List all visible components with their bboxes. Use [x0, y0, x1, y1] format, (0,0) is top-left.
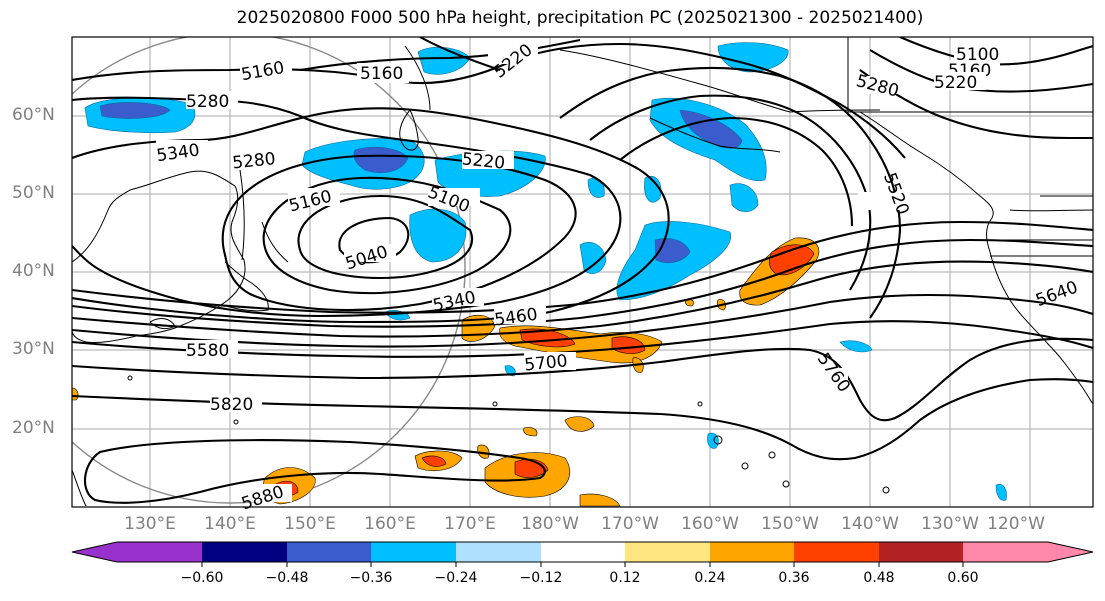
positive-precip-areas [72, 237, 820, 507]
colorbar-swatch [117, 542, 202, 562]
lat-label: 60°N [12, 105, 55, 125]
colorbar-swatch [625, 542, 710, 562]
colorbar-tick-label: −0.60 [180, 570, 224, 586]
colorbar-tick-label: −0.36 [349, 570, 393, 586]
contour-label: 5280 [231, 149, 276, 173]
colorbar-tick-label: 0.48 [863, 570, 895, 586]
lon-label: 170°W [601, 514, 659, 534]
lon-label: 140°W [841, 514, 899, 534]
lon-label: 150°E [284, 514, 336, 534]
colorbar-tick-label: 0.60 [947, 570, 979, 586]
colorbar-swatch [963, 542, 1048, 562]
colorbar-tick-label: 0.12 [609, 570, 641, 586]
colorbar-swatch [1048, 542, 1093, 562]
colorbar-swatch [879, 542, 963, 562]
map-title: 2025020800 F000 500 hPa height, precipit… [236, 8, 924, 28]
lat-label: 50°N [12, 183, 55, 203]
lat-label: 20°N [12, 418, 55, 438]
contour-label: 5820 [210, 395, 253, 415]
height-contours [72, 37, 1093, 504]
lon-label: 160°W [681, 514, 739, 534]
colorbar-swatch [371, 542, 456, 562]
colorbar-swatch [541, 542, 625, 562]
map-frame [71, 36, 1094, 508]
lat-label: 30°N [12, 339, 55, 359]
colorbar-tick-label: −0.24 [434, 570, 478, 586]
lon-label: 140°E [204, 514, 256, 534]
contour-label: 5220 [461, 149, 506, 173]
colorbar [71, 541, 1094, 567]
contour-label: 5220 [934, 73, 977, 93]
colorbar-swatch [456, 542, 541, 562]
lon-label: 120°W [987, 514, 1045, 534]
colorbar-swatch [794, 542, 879, 562]
region-circle [72, 37, 466, 504]
lon-label: 150°W [761, 514, 819, 534]
lon-label: 160°E [364, 514, 416, 534]
lon-label: 170°E [444, 514, 496, 534]
lat-label: 40°N [12, 261, 55, 281]
contour-labels: 5160 5160 5220 5100 5160 5280 5220 5280 … [155, 40, 1086, 514]
colorbar-tick-label: −0.48 [265, 570, 309, 586]
colorbar-swatch [710, 542, 794, 562]
colorbar-outline [71, 541, 1094, 563]
lon-label: 130°W [921, 514, 979, 534]
contour-label: 5160 [360, 64, 403, 84]
colorbar-tick-label: −0.12 [519, 570, 563, 586]
colorbar-swatch [202, 542, 287, 562]
lon-label: 130°E [124, 514, 176, 534]
colorbar-swatch [287, 542, 371, 562]
colorbar-tick-label: 0.24 [694, 570, 726, 586]
colorbar-tick-label: 0.36 [778, 570, 810, 586]
lon-label: 180°W [521, 514, 579, 534]
contour-label: 5280 [186, 92, 229, 112]
colorbar-swatch [72, 542, 117, 562]
contour-label: 5580 [186, 341, 229, 361]
islands [127, 375, 890, 494]
contour-label: 5700 [523, 351, 568, 375]
